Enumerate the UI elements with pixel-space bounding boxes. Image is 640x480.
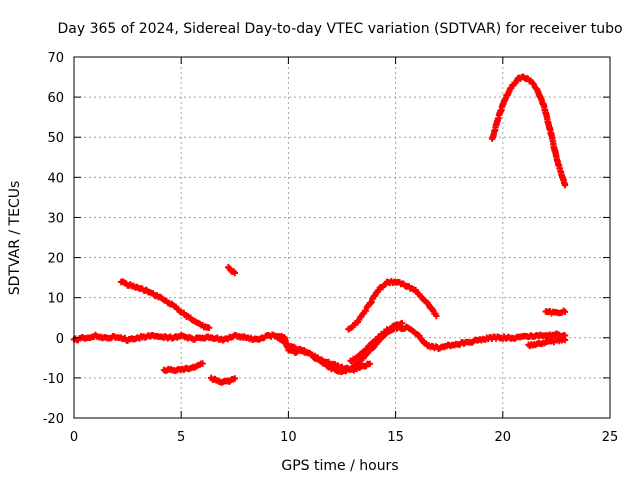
- series-baseline-near-zero: [70, 323, 569, 376]
- data-point: [561, 181, 569, 189]
- axis-ticks: -20 -10 0 10 20 30 40 50 60 70 0 5 10 15 20 25: [43, 51, 619, 445]
- series-hump-12-17h: [345, 277, 440, 333]
- x-tick-label: 10: [280, 430, 297, 445]
- data-point: [433, 312, 440, 320]
- y-tick-label: 0: [56, 332, 64, 347]
- data-point: [561, 308, 569, 316]
- y-tick-label: 50: [47, 131, 64, 146]
- data-point: [366, 360, 374, 367]
- series-rising-12-16h: [347, 319, 406, 365]
- y-tick-label: 30: [47, 211, 64, 226]
- series-arc-6-7h-negative: [208, 374, 238, 386]
- series-peak-19-23h: [488, 73, 569, 189]
- series-arc-4-6h-negative: [160, 360, 206, 375]
- series-isolated-7h: [225, 263, 238, 277]
- x-tick-label: 5: [177, 430, 185, 445]
- y-tick-label: 60: [47, 91, 64, 106]
- x-tick-label: 25: [602, 430, 619, 445]
- y-tick-label: 70: [47, 51, 64, 66]
- y-axis-label: SDTVAR / TECUs: [7, 181, 23, 296]
- x-tick-label: 0: [70, 430, 78, 445]
- y-tick-label: 20: [47, 252, 64, 267]
- series-late-negative: [525, 335, 569, 350]
- chart-title: Day 365 of 2024, Sidereal Day-to-day VTE…: [57, 21, 622, 37]
- data-point: [373, 336, 381, 344]
- series-late-small: [542, 307, 569, 317]
- data-point: [231, 375, 238, 382]
- x-tick-label: 20: [495, 430, 512, 445]
- data-point: [205, 324, 213, 331]
- x-axis-label: GPS time / hours: [281, 458, 398, 474]
- series-arc-9-13h: [274, 334, 374, 374]
- y-tick-label: 10: [47, 292, 64, 307]
- y-tick-label: -10: [43, 372, 64, 387]
- plot-frame: [73, 56, 611, 419]
- data-point: [561, 336, 569, 344]
- data-point: [231, 269, 238, 277]
- y-tick-label: -20: [43, 412, 64, 427]
- data-point: [199, 360, 206, 367]
- x-tick-label: 15: [387, 430, 404, 445]
- y-tick-label: 40: [47, 171, 64, 186]
- data-points-layer: [70, 73, 569, 386]
- data-point: [398, 319, 406, 327]
- series-arc-2-6h: [117, 278, 213, 331]
